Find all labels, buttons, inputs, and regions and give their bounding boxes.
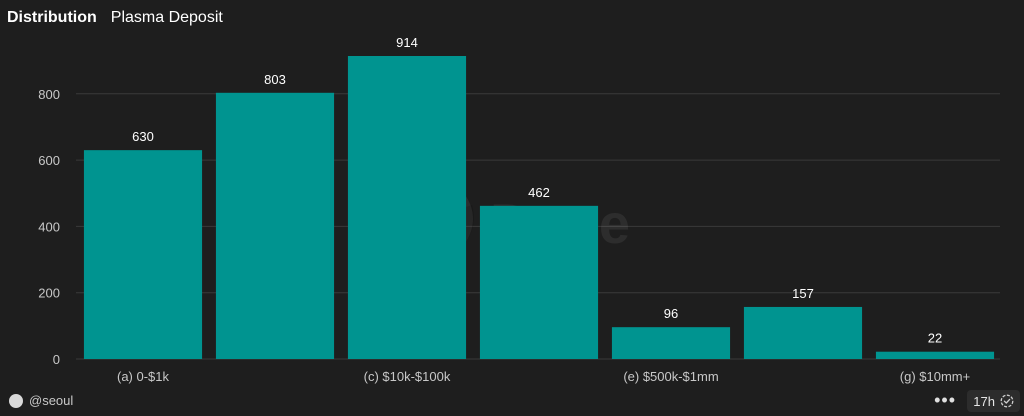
bar[interactable] <box>875 351 995 359</box>
y-tick-label: 400 <box>38 219 60 234</box>
data-label: 22 <box>928 331 942 346</box>
x-tick-label: (e) $500k-$1mm <box>623 369 718 384</box>
x-tick-label: (a) 0-$1k <box>117 369 170 384</box>
x-tick-label: (c) $10k-$100k <box>364 369 451 384</box>
chart-header: Distribution Plasma Deposit <box>7 7 223 29</box>
avatar <box>9 393 23 408</box>
bar[interactable] <box>215 92 335 359</box>
bar[interactable] <box>611 327 731 359</box>
x-tick-label: (g) $10mm+ <box>900 369 970 384</box>
check-circle-icon <box>1000 394 1014 408</box>
data-label: 96 <box>664 306 678 321</box>
refresh-age-badge[interactable]: 17h <box>967 390 1020 412</box>
author-link[interactable]: @seoul <box>9 393 73 408</box>
data-label: 462 <box>528 185 550 200</box>
age-text: 17h <box>973 393 995 409</box>
x-axis-ticks: (a) 0-$1k (c) $10k-$100k (e) $500k-$1mm (g)… <box>117 369 970 384</box>
bar[interactable] <box>479 205 599 359</box>
y-tick-label: 200 <box>38 286 60 301</box>
more-options-button[interactable]: ••• <box>934 390 956 410</box>
data-label: 630 <box>132 129 154 144</box>
y-tick-label: 600 <box>38 153 60 168</box>
chart-title: Distribution <box>7 9 97 26</box>
data-label: 157 <box>792 286 814 301</box>
chart-footer: @seoul ••• 17h <box>0 386 1024 416</box>
bars <box>83 56 995 359</box>
data-label: 803 <box>264 72 286 87</box>
data-labels: 630 803 914 462 96 157 22 <box>132 35 942 346</box>
bar[interactable] <box>347 56 467 359</box>
bar[interactable] <box>83 150 203 359</box>
y-axis-ticks: 0 200 400 600 800 <box>38 87 60 367</box>
y-tick-label: 800 <box>38 87 60 102</box>
data-label: 914 <box>396 35 418 50</box>
y-tick-label: 0 <box>53 352 60 367</box>
chart-subtitle: Plasma Deposit <box>110 9 223 26</box>
bar[interactable] <box>743 306 863 359</box>
author-name: @seoul <box>29 393 74 408</box>
